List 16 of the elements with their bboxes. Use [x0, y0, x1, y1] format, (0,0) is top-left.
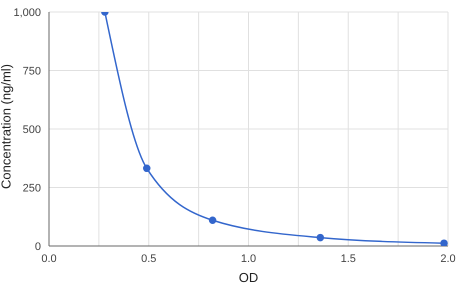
- x-axis-title: OD: [238, 270, 258, 285]
- y-tick-label: 500: [22, 124, 41, 136]
- point: [440, 239, 448, 246]
- point: [316, 234, 324, 242]
- x-tick-label: 0.0: [41, 252, 57, 265]
- y-tick-label: 750: [22, 65, 41, 78]
- y-tick-label: 0: [34, 240, 41, 253]
- point: [208, 216, 216, 224]
- y-tick-label: 1,000: [13, 6, 41, 19]
- x-tick-label: 0.5: [141, 252, 156, 265]
- x-tick-label: 1.0: [240, 252, 256, 265]
- x-tick-label: 2.0: [440, 252, 456, 265]
- y-axis-title: Concentration (ng/ml): [0, 64, 14, 189]
- x-tick-label: 1.5: [340, 252, 356, 265]
- point: [143, 164, 151, 172]
- y-tick-label: 250: [22, 182, 41, 194]
